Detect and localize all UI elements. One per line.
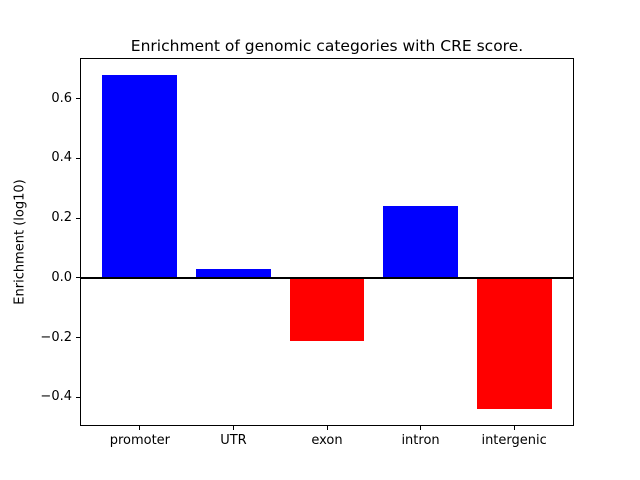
- bar-intron: [383, 206, 458, 278]
- x-tick-label: exon: [311, 433, 343, 448]
- zero-baseline: [80, 276, 574, 279]
- x-tick-label: promoter: [109, 433, 171, 448]
- x-tick-mark: [232, 426, 234, 430]
- y-tick-label: 0.0: [51, 269, 72, 285]
- x-tick-label: intron: [401, 433, 440, 448]
- chart-title: Enrichment of genomic categories with CR…: [130, 37, 524, 55]
- y-tick-mark: [76, 337, 80, 339]
- y-tick-label: 0.2: [51, 210, 72, 226]
- y-tick-mark: [76, 396, 80, 398]
- y-tick-label: −0.2: [40, 329, 72, 345]
- bar-promoter: [102, 74, 178, 278]
- x-tick-mark: [139, 426, 141, 430]
- y-tick-mark: [76, 277, 80, 279]
- y-tick-label: 0.4: [51, 150, 72, 166]
- y-tick-mark: [76, 98, 80, 100]
- bar-UTR: [196, 268, 271, 278]
- bar-intergenic: [476, 277, 552, 410]
- x-tick-label: intergenic: [481, 433, 547, 448]
- bar-exon: [289, 277, 365, 341]
- y-tick-label: 0.6: [51, 90, 72, 106]
- y-tick-label: −0.4: [40, 389, 72, 405]
- x-tick-label: UTR: [220, 433, 247, 448]
- y-tick-mark: [76, 217, 80, 219]
- x-tick-mark: [513, 426, 515, 430]
- y-tick-mark: [76, 157, 80, 159]
- x-tick-mark: [420, 426, 422, 430]
- x-tick-mark: [326, 426, 328, 430]
